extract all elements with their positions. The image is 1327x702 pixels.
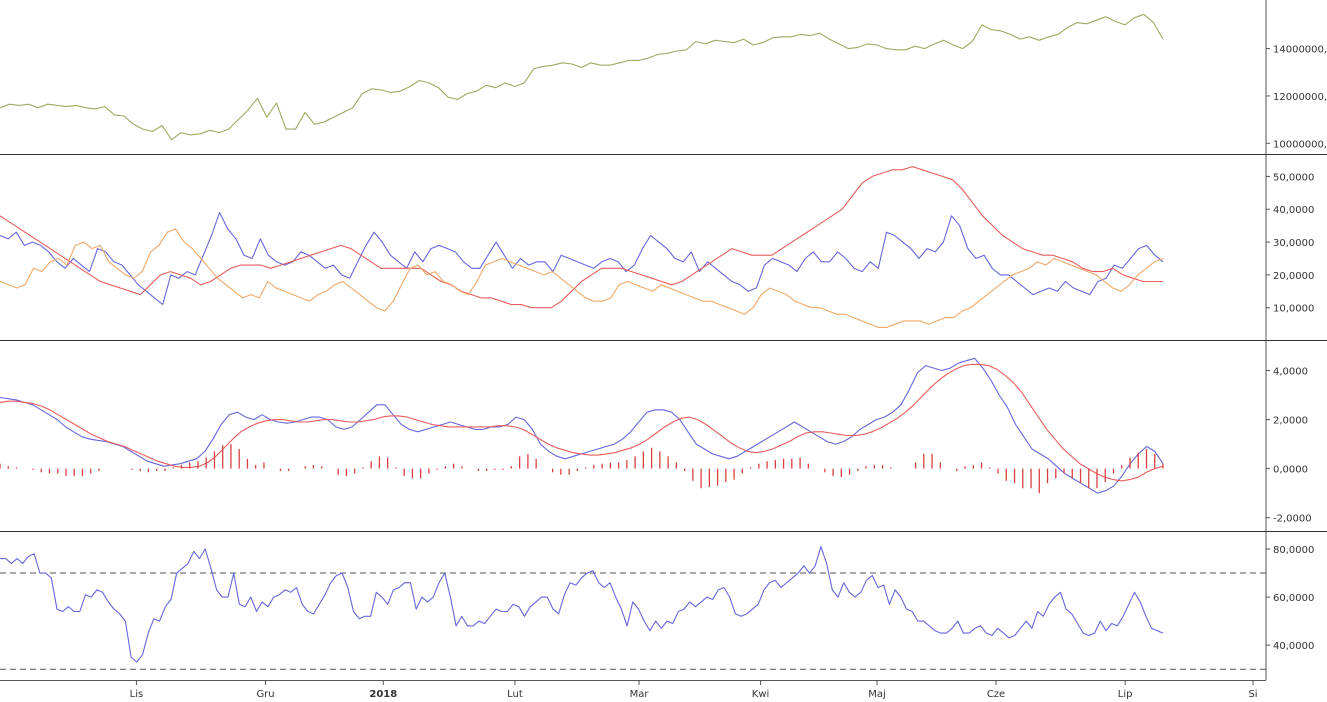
series-line [0, 166, 1163, 309]
y-tick-label: 0,0000 [1273, 465, 1308, 476]
y-tick-label: 10,0000 [1273, 304, 1314, 315]
y-tick-label: 10000000,0 [1273, 139, 1327, 150]
y-tick-label: 4,0000 [1273, 367, 1308, 378]
y-tick-label: 50,0000 [1273, 172, 1314, 183]
x-tick-label: Lis [130, 689, 144, 700]
y-tick-label: 12000000,0 [1273, 92, 1327, 103]
series-line [0, 211, 1164, 306]
y-tick-label: 2,0000 [1273, 416, 1308, 427]
series-line [0, 546, 1164, 663]
y-tick-label: 80,0000 [1273, 545, 1314, 556]
y-tick-label: -2,0000 [1273, 514, 1312, 525]
y-tick-label: 20,0000 [1273, 271, 1314, 282]
series-line [0, 357, 1164, 494]
x-tick-label: Gru [256, 689, 274, 700]
x-tick-label: Cze [987, 689, 1005, 700]
grid-layer [0, 572, 1266, 670]
y-tick-label: 60,0000 [1273, 593, 1314, 604]
x-tick-label: Lut [507, 689, 523, 700]
x-tick-label: Mar [630, 689, 650, 700]
y-tick-label: 30,0000 [1273, 238, 1314, 249]
x-tick-label: 2018 [369, 689, 397, 700]
x-tick-label: Maj [868, 689, 886, 700]
x-tick-label: Si [1248, 689, 1257, 700]
y-tick-label: 40,0000 [1273, 641, 1314, 652]
series-line [0, 363, 1164, 482]
y-tick-label: 40,0000 [1273, 205, 1314, 216]
series-line [0, 228, 1164, 328]
series-layer [0, 13, 1164, 663]
x-tick-label: Lip [1118, 689, 1133, 700]
y-tick-label: 14000000,0 [1273, 45, 1327, 56]
series-line [0, 13, 1164, 141]
x-tick-label: Kwi [752, 689, 770, 700]
